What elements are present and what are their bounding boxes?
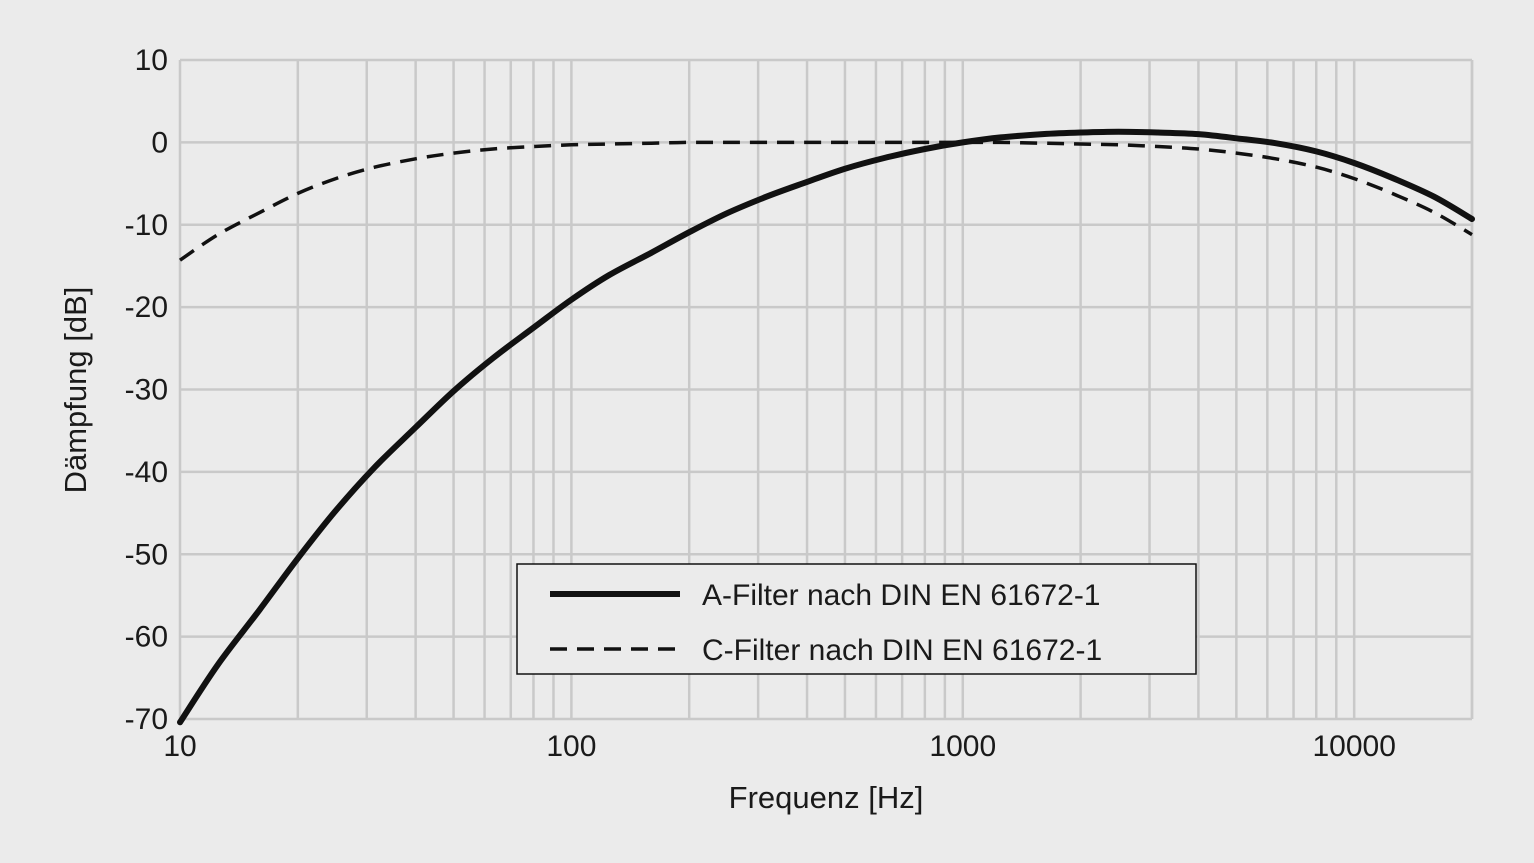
x-tick-label: 10 — [163, 730, 196, 763]
y-tick-label: -60 — [125, 621, 168, 654]
y-tick-label: 10 — [135, 44, 168, 77]
y-tick-label: -10 — [125, 209, 168, 242]
y-tick-label: -70 — [125, 703, 168, 736]
y-tick-label: -20 — [125, 291, 168, 324]
y-tick-label: -40 — [125, 456, 168, 489]
y-tick-labels: 10 0 -10 -20 -30 -40 -50 -60 -70 — [125, 44, 168, 736]
x-axis-title: Frequenz [Hz] — [729, 780, 924, 815]
y-axis-title: Dämpfung [dB] — [58, 287, 93, 494]
y-tick-label: 0 — [151, 126, 168, 159]
y-tick-label: -30 — [125, 374, 168, 407]
legend: A-Filter nach DIN EN 61672-1 C-Filter na… — [516, 563, 1197, 675]
x-tick-label: 100 — [546, 730, 596, 763]
legend-label-c-filter: C-Filter nach DIN EN 61672-1 — [702, 634, 1102, 667]
x-tick-label: 1000 — [929, 730, 996, 763]
series-lines — [177, 128, 1475, 726]
x-tick-labels: 10 100 1000 10000 — [163, 730, 1396, 763]
series-line-a-filter — [177, 128, 1475, 726]
legend-box — [516, 563, 1197, 675]
legend-label-a-filter: A-Filter nach DIN EN 61672-1 — [702, 579, 1101, 612]
y-tick-label: -50 — [125, 538, 168, 571]
x-tick-label: 10000 — [1312, 730, 1395, 763]
